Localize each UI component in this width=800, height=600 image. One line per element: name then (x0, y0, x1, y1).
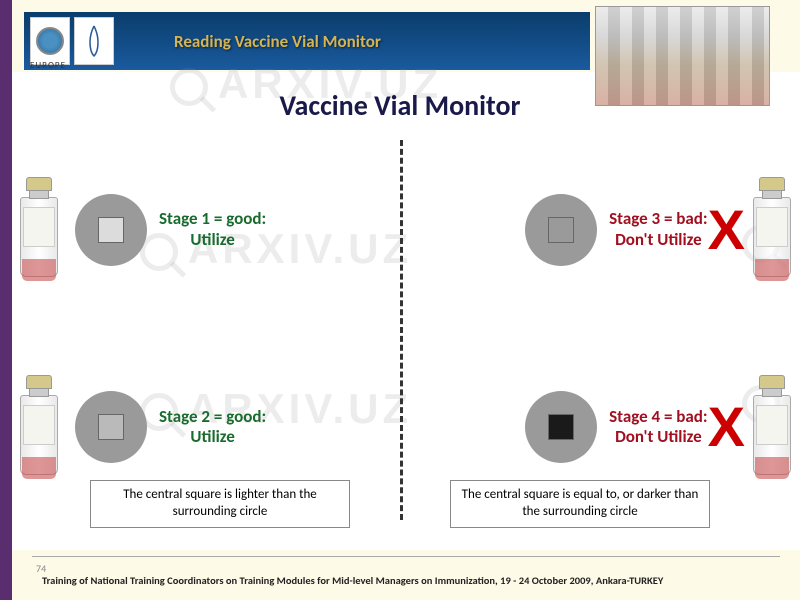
region-label: EUROPE (30, 60, 66, 71)
main-title: Vaccine Vial Monitor (0, 88, 800, 123)
vvm-indicator-4 (525, 391, 597, 463)
stage-1-label: Stage 1 = good:Utilize (159, 209, 266, 250)
secondary-logo-icon (84, 24, 104, 58)
stage-1: Stage 1 = good:Utilize (12, 135, 390, 325)
vial-icon (12, 177, 67, 282)
stage-4-label: Stage 4 = bad:Don't Utilize (609, 407, 708, 448)
x-mark-icon: X (708, 399, 745, 455)
footer-text: Training of National Training Coordinato… (42, 574, 780, 587)
footer-divider (32, 556, 780, 557)
secondary-logo-box (74, 17, 114, 65)
stage-2-label: Stage 2 = good:Utilize (159, 407, 266, 448)
stages-area: Stage 1 = good:Utilize Stage 2 = good:Ut… (12, 135, 800, 530)
footer: 74 Training of National Training Coordin… (12, 550, 800, 600)
stage-3: X Stage 3 = bad:Don't Utilize (422, 135, 800, 325)
vvm-indicator-3 (525, 194, 597, 266)
who-logo-icon (36, 27, 64, 55)
caption-left: The central square is lighter than the s… (90, 480, 350, 528)
vial-icon (745, 177, 800, 282)
vvm-indicator-1 (75, 194, 147, 266)
vial-icon (12, 375, 67, 480)
stage-3-label: Stage 3 = bad:Don't Utilize (609, 209, 708, 250)
who-logo-box (30, 17, 70, 65)
vvm-indicator-2 (75, 391, 147, 463)
header-bar: Reading Vaccine Vial Monitor (24, 12, 590, 70)
header-title: Reading Vaccine Vial Monitor (174, 31, 381, 52)
caption-right: The central square is equal to, or darke… (450, 480, 710, 528)
vial-icon (745, 375, 800, 480)
x-mark-icon: X (708, 202, 745, 258)
